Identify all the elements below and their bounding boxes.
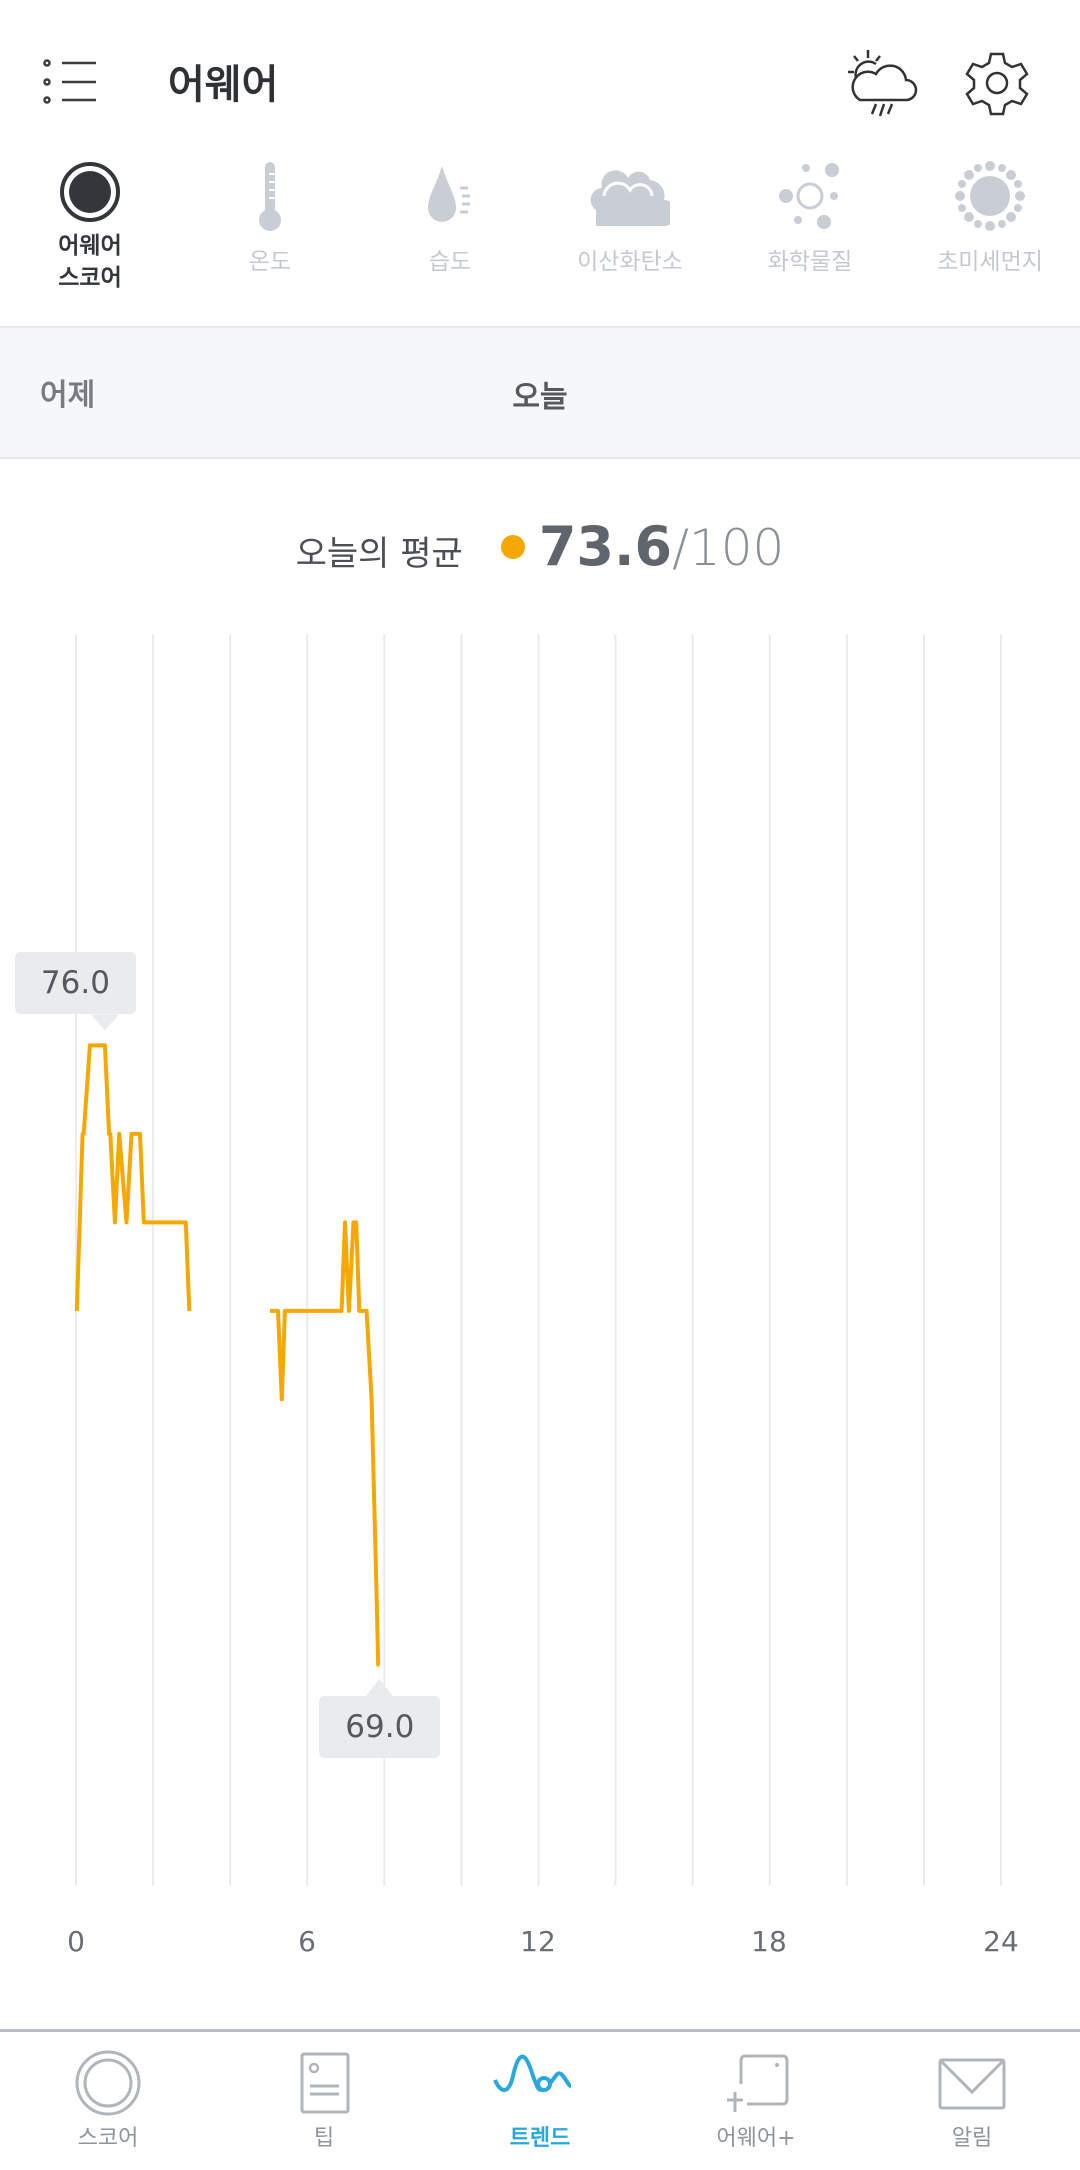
average-max: /100 (672, 519, 785, 577)
menu-button[interactable] (40, 58, 100, 108)
category-tab-temperature[interactable]: 온도 (180, 160, 360, 320)
gear-icon (965, 52, 1029, 116)
mail-envelope-icon (938, 2058, 1006, 2110)
day-tab-today[interactable]: 오늘 (512, 380, 568, 415)
tooltip-pointer (90, 1014, 119, 1031)
water-drop-icon (428, 166, 470, 222)
x-tick-label: 18 (751, 1925, 787, 1958)
nav-label: 어웨어+ (716, 2126, 796, 2151)
category-tab-pm25[interactable]: 초미세먼지 (900, 160, 1080, 320)
category-tab-chemicals[interactable]: 화학물질 (720, 160, 900, 320)
category-label: 스코어 (58, 265, 122, 291)
nav-notifications[interactable]: 알림 (864, 2032, 1080, 2170)
x-tick-label: 24 (983, 1925, 1019, 1958)
x-tick-label: 0 (67, 1925, 85, 1958)
score-circle-icon (60, 162, 120, 222)
settings-button[interactable] (962, 48, 1032, 118)
chemical-dots-icon (779, 163, 839, 229)
weather-cloud-rain-sun-icon (848, 50, 918, 117)
cloud-icon (590, 170, 670, 226)
x-tick-label: 12 (520, 1925, 556, 1958)
nav-label: 스코어 (77, 2126, 139, 2151)
score-ring-icon (75, 2050, 141, 2116)
category-label: 이산화탄소 (577, 249, 683, 275)
day-tab-yesterday[interactable]: 어제 (40, 378, 96, 413)
category-label: 초미세먼지 (937, 249, 1043, 275)
nav-label: 팁 (313, 2126, 335, 2151)
average-label: 오늘의 평균 (295, 534, 463, 574)
weather-button[interactable] (846, 48, 920, 118)
nav-tips[interactable]: 팁 (216, 2032, 432, 2170)
trend-chart (74, 634, 1002, 1886)
trend-wave-icon (493, 2054, 572, 2092)
tip-card-icon (300, 2052, 350, 2114)
nav-label: 알림 (951, 2126, 993, 2151)
thermometer-icon (259, 162, 281, 231)
menu-list-icon (43, 59, 96, 104)
category-label: 화학물질 (767, 249, 853, 275)
nav-score[interactable]: 스코어 (0, 2032, 216, 2170)
category-tab-humidity[interactable]: 습도 (360, 160, 540, 320)
average-value: 73.6 (538, 515, 673, 578)
category-label: 온도 (248, 249, 292, 275)
page-title: 어웨어 (168, 62, 279, 108)
awair-plus-icon (727, 2054, 789, 2112)
category-label: 어웨어 (58, 233, 122, 259)
min-value-tooltip: 69.0 (319, 1695, 441, 1758)
x-tick-label: 6 (298, 1925, 316, 1958)
nav-trend[interactable]: 트렌드 (432, 2032, 648, 2170)
category-label: 습도 (428, 249, 472, 275)
score-line-segment-1 (269, 1220, 381, 1667)
bottom-navigation: 스코어 팁 트렌드 어웨어+ 알림 (0, 2029, 1080, 2170)
nav-awair-plus[interactable]: 어웨어+ (648, 2032, 864, 2170)
tooltip-pointer (365, 1678, 394, 1697)
daily-average: 오늘의 평균 73.6/100 (0, 515, 1080, 578)
day-selector: 어제 오늘 (0, 326, 1080, 459)
max-value-tooltip: 76.0 (14, 952, 136, 1015)
score-line-segment-0 (74, 1043, 192, 1311)
nav-label: 트렌드 (509, 2126, 571, 2151)
particle-virus-icon (955, 161, 1025, 231)
category-tab-co2[interactable]: 이산화탄소 (540, 160, 720, 320)
average-dot (500, 535, 525, 559)
